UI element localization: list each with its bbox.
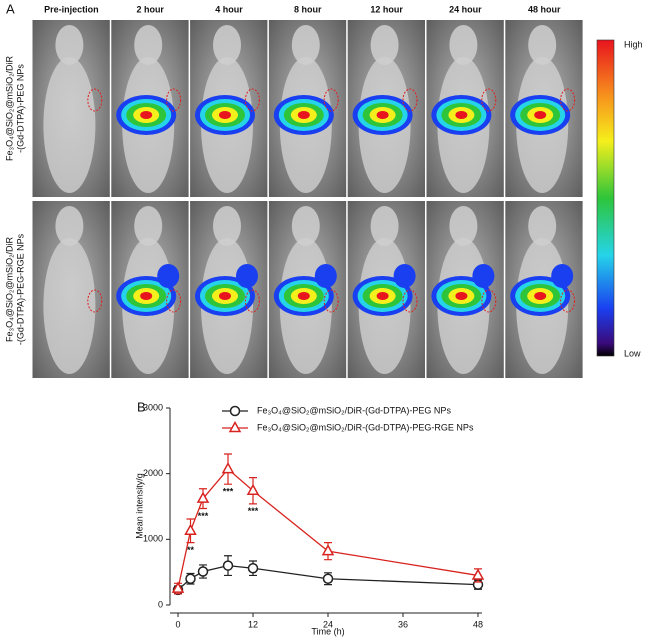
panel-label: A bbox=[6, 1, 15, 16]
data-point bbox=[221, 462, 235, 474]
scale-high: High bbox=[624, 39, 643, 49]
x-tick-label: 36 bbox=[398, 619, 408, 629]
tumor-outline bbox=[244, 289, 260, 313]
mouse-head bbox=[213, 206, 241, 246]
row-label: Fe₃O₄@SiO₂@mSiO₂/DiR bbox=[4, 236, 14, 342]
mouse-head bbox=[370, 25, 399, 65]
tumor-outline bbox=[402, 88, 418, 112]
tumor-outline bbox=[402, 289, 418, 313]
tumor-outline bbox=[166, 88, 182, 112]
x-tick-label: 0 bbox=[175, 619, 180, 629]
tumor-outline bbox=[323, 88, 339, 112]
mouse-head bbox=[528, 206, 557, 246]
mouse-head bbox=[370, 206, 399, 246]
x-tick-label: 12 bbox=[248, 619, 258, 629]
annotation: *** bbox=[198, 511, 209, 521]
x-tick-label: 24 bbox=[323, 619, 333, 629]
mouse-head bbox=[55, 206, 84, 246]
data-point bbox=[197, 566, 209, 577]
annotation: *** bbox=[248, 506, 259, 516]
x-axis-label: Time (h) bbox=[311, 626, 344, 636]
data-point bbox=[222, 560, 234, 571]
column-header: Pre-injection bbox=[44, 4, 99, 14]
color-scale bbox=[596, 39, 615, 357]
annotation: *** bbox=[223, 487, 234, 497]
data-point bbox=[321, 544, 335, 556]
data-point bbox=[322, 573, 334, 584]
mouse-head bbox=[213, 25, 241, 65]
row-label: -(Gd-DTPA)-PEG NPs bbox=[15, 64, 25, 153]
column-header: 12 hour bbox=[370, 4, 403, 14]
tumor-outline bbox=[244, 88, 260, 112]
mouse-head bbox=[134, 25, 163, 65]
tumor-outline bbox=[481, 88, 497, 112]
mouse-head bbox=[449, 25, 478, 65]
heat-signal bbox=[455, 292, 468, 300]
column-header: 8 hour bbox=[294, 4, 322, 14]
tumor-outline bbox=[481, 289, 497, 313]
mouse-head bbox=[55, 25, 84, 65]
annotation: ** bbox=[187, 545, 195, 555]
heat-signal bbox=[455, 111, 468, 119]
mouse-head bbox=[449, 206, 478, 246]
tumor-outline bbox=[560, 88, 576, 112]
legend-marker bbox=[229, 405, 241, 417]
legend-marker bbox=[228, 420, 242, 433]
x-tick-label: 48 bbox=[473, 619, 483, 629]
tumor-outline bbox=[560, 289, 576, 313]
tumor-outline bbox=[87, 289, 103, 313]
heat-signal bbox=[551, 264, 574, 288]
mouse-head bbox=[528, 25, 557, 65]
data-point bbox=[196, 491, 210, 503]
mouse-body bbox=[43, 238, 96, 374]
heat-signal bbox=[314, 264, 337, 288]
mouse-head bbox=[134, 206, 163, 246]
column-header: 2 hour bbox=[136, 4, 164, 14]
mouse-head bbox=[291, 206, 320, 246]
heat-signal bbox=[472, 264, 495, 288]
scale-low: Low bbox=[624, 348, 641, 358]
mouse-head bbox=[291, 25, 320, 65]
y-tick-label: 0 bbox=[158, 599, 163, 609]
legend-label: Fe₃O₄@SiO₂@mSiO₂/DiR-(Gd-DTPA)-PEG-RGE N… bbox=[257, 422, 474, 432]
y-axis-label: Mean intensity/g bbox=[134, 473, 144, 539]
heat-signal bbox=[219, 292, 231, 300]
heat-signal bbox=[534, 292, 547, 300]
row-label: Fe₃O₄@SiO₂@mSiO₂/DiR bbox=[4, 55, 14, 161]
y-tick-label: 1000 bbox=[143, 534, 163, 544]
data-point bbox=[184, 523, 197, 536]
data-point bbox=[171, 581, 185, 593]
data-point bbox=[247, 562, 259, 574]
data-point bbox=[246, 483, 260, 495]
tumor-outline bbox=[166, 289, 182, 313]
heat-signal bbox=[376, 111, 389, 119]
column-header: 4 hour bbox=[215, 4, 243, 14]
heat-signal bbox=[140, 292, 153, 300]
column-header: 24 hour bbox=[449, 4, 482, 14]
data-point bbox=[185, 573, 196, 584]
heat-signal bbox=[534, 111, 547, 119]
heat-signal bbox=[236, 264, 258, 288]
heat-signal bbox=[219, 111, 231, 119]
tumor-outline bbox=[323, 289, 339, 313]
column-header: 48 hour bbox=[528, 4, 561, 14]
tumor-outline bbox=[87, 88, 103, 112]
heat-signal bbox=[393, 264, 416, 288]
heat-signal bbox=[297, 111, 310, 119]
heat-signal bbox=[140, 111, 153, 119]
row-label: -(Gd-DTPA)-PEG-RGE NPs bbox=[15, 233, 25, 345]
y-tick-label: 2000 bbox=[143, 468, 163, 478]
legend-label: Fe₃O₄@SiO₂@mSiO₂/DiR-(Gd-DTPA)-PEG NPs bbox=[257, 405, 451, 415]
data-point bbox=[471, 568, 485, 580]
heat-signal bbox=[376, 292, 389, 300]
mouse-body bbox=[43, 57, 96, 193]
panel-label: B bbox=[137, 399, 146, 414]
heat-signal bbox=[157, 264, 180, 288]
heat-signal bbox=[297, 292, 310, 300]
y-tick-label: 3000 bbox=[143, 402, 163, 412]
